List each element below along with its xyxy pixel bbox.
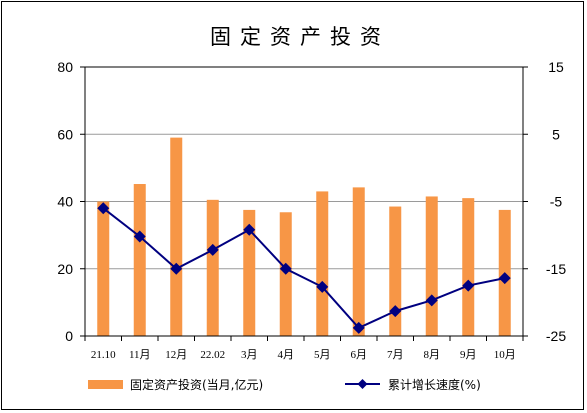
legend-line-label: 累计增长速度(%) xyxy=(388,377,481,392)
line-point xyxy=(389,305,402,318)
legend-line-marker xyxy=(357,379,368,389)
line-path xyxy=(102,207,505,330)
bar xyxy=(170,137,183,336)
y-axis-left-ticks: 0 20 40 60 80 xyxy=(57,59,73,344)
line-series xyxy=(97,202,511,334)
x-tick-label: 9月 xyxy=(460,349,477,361)
line-point xyxy=(243,223,256,236)
y-left-tick-label: 60 xyxy=(57,126,73,142)
legend-bar-label: 固定资产投资(当月,亿元) xyxy=(130,377,263,392)
y-right-tick-label: -15 xyxy=(546,261,566,277)
x-axis-tick-labels: 21.10 11月 12月 22.02 3月 4月 5月 6月 7月 8月 9月 10月 xyxy=(91,349,516,361)
x-tick-label: 22.02 xyxy=(200,349,225,361)
axes xyxy=(80,66,528,341)
bar xyxy=(243,209,256,336)
chart-title: 固定资产投资 xyxy=(210,25,390,49)
x-tick-label: 7月 xyxy=(387,349,404,361)
legend-bar-swatch xyxy=(88,380,123,389)
bar xyxy=(206,199,219,336)
x-tick-label: 3月 xyxy=(241,349,258,361)
line-point xyxy=(279,262,292,275)
x-tick-label: 21.10 xyxy=(91,349,116,361)
line-point xyxy=(316,280,329,293)
bar xyxy=(462,198,475,336)
y-left-tick-label: 20 xyxy=(57,261,73,277)
line-point xyxy=(462,279,475,292)
line-point xyxy=(425,294,438,307)
y-right-tick-label: -25 xyxy=(546,328,566,344)
x-tick-label: 10月 xyxy=(494,349,516,361)
x-tick-label: 8月 xyxy=(424,349,441,361)
y-left-tick-label: 0 xyxy=(65,328,73,344)
line-point xyxy=(133,230,146,243)
grid-lines xyxy=(85,133,523,270)
x-tick-label: 4月 xyxy=(278,349,295,361)
y-axis-right-ticks: 15 5 -5 -15 -25 xyxy=(546,59,566,344)
y-right-tick-label: 5 xyxy=(552,126,560,142)
y-right-tick-label: -5 xyxy=(550,194,563,210)
y-left-tick-label: 80 xyxy=(57,59,73,75)
x-tick-label: 6月 xyxy=(351,349,368,361)
line-point xyxy=(206,243,219,256)
legend: 固定资产投资(当月,亿元) 累计增长速度(%) xyxy=(88,377,481,392)
bar-series xyxy=(97,137,511,336)
bar xyxy=(133,184,146,336)
bar xyxy=(316,191,329,336)
line-point xyxy=(352,321,365,334)
y-right-tick-label: 15 xyxy=(548,59,564,75)
x-tick-label: 5月 xyxy=(314,349,331,361)
y-left-tick-label: 40 xyxy=(57,194,73,210)
bar xyxy=(352,187,365,336)
line-point xyxy=(498,272,511,285)
bar xyxy=(389,206,402,336)
line-point xyxy=(170,262,183,275)
bar xyxy=(425,196,438,336)
x-tick-label: 12月 xyxy=(165,349,187,361)
bar xyxy=(97,201,110,336)
line-point xyxy=(97,202,110,215)
x-tick-label: 11月 xyxy=(129,349,151,361)
